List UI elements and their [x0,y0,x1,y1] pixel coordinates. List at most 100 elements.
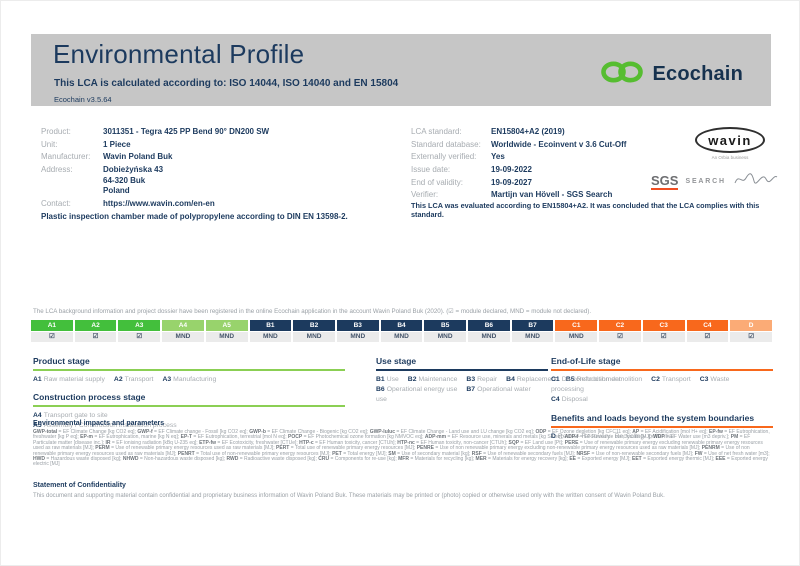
product-description: Plastic inspection chamber made of polyp… [41,212,348,221]
page-title: Environmental Profile [53,39,305,69]
stage-benefits: Benefits and loads beyond the system bou… [551,413,773,442]
module-cell-c4: C4 ☑ [686,320,729,342]
module-cell-b5: B5 MND [424,320,467,342]
module-code: A2 [74,320,117,331]
module-code: C3 [642,320,685,331]
module-status: MND [336,332,379,342]
impact-abbreviation: GWP-b [249,429,266,435]
module-status: MND [293,332,335,342]
stage-line: B6 Operational energy use B7 Operational wa… [376,385,548,405]
module-status: ☑ [730,332,772,342]
impact-abbreviation: NRSF [576,450,591,457]
lca-info-row: Issue date: 19-09-2022 [411,165,686,176]
module-status: MND [511,332,554,342]
wavin-logo-subtext: An Orbia business [711,155,749,160]
module-status: ☑ [31,332,73,342]
stage-item-b5: B5 Refurbishment [565,376,621,383]
stage-line: B1 Use B2 Maintenance B3 Repair B4 Replacement B… [376,375,621,385]
module-cell-a5: A5 MND [205,320,248,342]
stage-line: C1 De-construction demolition C2 Transport C… [551,375,773,395]
module-status: MND [424,332,467,342]
stage-line: C4 Disposal [551,395,773,405]
stage-title: Benefits and loads beyond the system bou… [551,413,773,428]
impact-abbreviation: GWP-total [33,429,58,435]
impact-abbreviation: SQP [508,439,520,446]
impact-abbreviation: GWP-luluc [369,429,395,435]
product-info-label: Unit: [41,139,58,149]
stage-item-b2: B2 Maintenance [407,376,458,383]
stage-title: Construction process stage [33,392,345,408]
product-info-section: Product: 3011351 - Tegra 425 PP Bend 90° … [41,127,381,211]
stage-item-a2: A2 Transport [113,376,154,383]
stage-line: D Reuse- Recovery- Recycling- potential [551,432,773,442]
stage-title: Use stage [376,356,548,371]
module-cell-a3: A3 ☑ [118,320,161,342]
module-status: MND [468,332,510,342]
stage-item-a3: A3 Manufacturing [162,376,217,383]
stage-item-b4: B4 Replacement [506,376,557,383]
impact-abbreviation: GWP-f [137,429,153,435]
stage-column-use: Use stage B1 Use B2 Maintenance B3 Repair B4 Rep… [376,356,621,406]
impact-abbreviation: HTP-nc [397,439,415,446]
stage-product: Product stage A1 Raw material supply A2 Tran… [33,356,345,385]
impact-abbreviation: MFR [398,456,409,463]
module-cell-b7: B7 MND [511,320,554,342]
impact-abbreviation: EEE [715,456,726,463]
module-status: MND [555,332,598,342]
product-info-value: 3011351 - Tegra 425 PP Bend 90° DN200 SW [103,127,270,136]
module-code: A1 [31,320,73,331]
lca-info-label: Verifier: [411,190,439,200]
lca-info-value: Yes [491,152,505,162]
lca-info-value: 19-09-2022 [491,165,532,175]
impact-abbreviation: POCP [288,434,303,441]
impact-abbreviation: EP-fw [708,429,723,435]
ecochain-logo: Ecochain [599,58,743,91]
module-code: B6 [468,320,510,331]
module-status: MND [162,332,204,342]
module-code: A4 [162,320,204,331]
ecochain-logo-text: Ecochain [652,63,743,85]
product-info-value: Wavin Poland Buk [103,152,173,162]
impact-abbreviation: PERT [276,445,290,452]
module-cell-b1: B1 MND [249,320,292,342]
stage-column-product: Product stage A1 Raw material supply A2 Tran… [33,356,345,432]
impact-abbreviation: MER [475,456,487,463]
confidentiality-heading: Statement of Confidentiality [33,482,126,489]
module-status: ☑ [686,332,729,342]
stage-line: A4 Transport gate to site [33,411,345,421]
lca-info-label: Externally verified: [411,152,477,162]
lca-info-label: End of validity: [411,177,464,187]
module-cell-c1: C1 MND [555,320,598,342]
product-info-value: Dobieżyńska 43 64-320 Buk Poland [103,165,164,196]
module-cell-c2: C2 ☑ [599,320,641,342]
impact-abbreviation: PERM [95,445,110,452]
module-code: B7 [511,320,554,331]
stage-end-of-life: End-of-Life stage C1 De-construction demol… [551,356,773,406]
product-info-value[interactable]: https://www.wavin.com/en-en [103,198,215,208]
module-code: B3 [336,320,379,331]
stage-column-eol: End-of-Life stage C1 De-construction demol… [551,356,773,442]
impact-abbreviation: PM [730,434,739,441]
lca-info-value: Martijn van Hövell - SGS Search [491,190,613,200]
lca-info-row: End of validity: 19-09-2027 [411,178,686,189]
module-cell-b4: B4 MND [380,320,423,342]
module-status: ☑ [642,332,685,342]
stage-item-b6: B6 Operational energy use [376,386,458,394]
impact-abbreviation: PERE [564,439,579,446]
product-info-row: Address: Dobieżyńska 43 64-320 Buk Poland [41,165,381,197]
stage-item-b3: B3 Repair [466,376,498,383]
impact-abbreviation: ETP-fw [199,439,217,446]
impact-abbreviation: ADP-mm [424,434,447,441]
module-status: ☑ [599,332,641,342]
module-code: C4 [686,320,729,331]
stage-use: Use stage B1 Use B2 Maintenance B3 Repair B4 Rep… [376,356,621,406]
impact-abbreviation: EP-m [80,434,93,441]
wavin-logo-text: wavin [695,127,765,153]
module-code: A3 [118,320,161,331]
module-status: MND [249,332,292,342]
stage-title: Product stage [33,356,345,371]
module-code: B5 [424,320,467,331]
lca-info-section: LCA standard: EN15804+A2 (2019) Standard d… [411,127,686,203]
impact-abbreviation: EE [569,456,576,463]
module-status: MND [205,332,248,342]
